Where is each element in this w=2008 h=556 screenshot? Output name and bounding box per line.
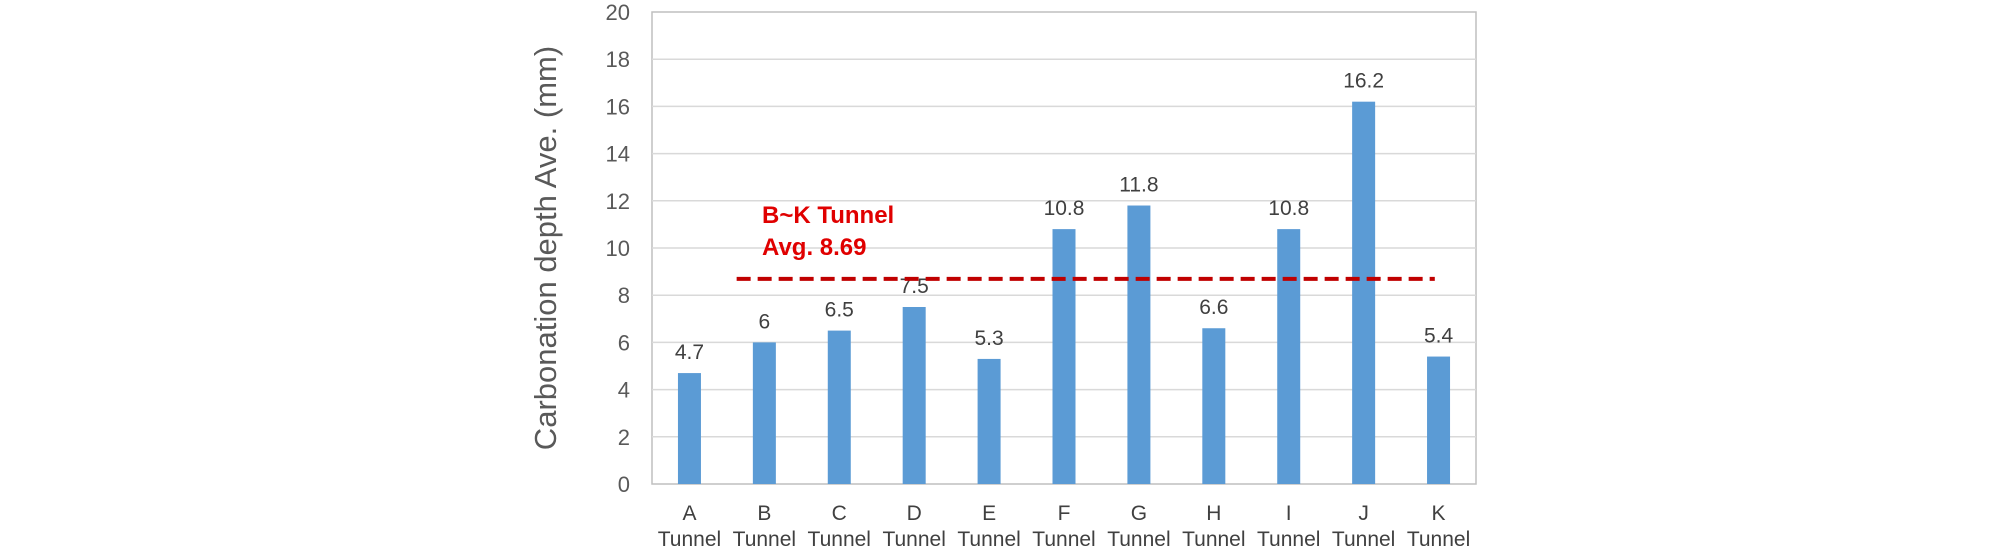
data-label: 6.6: [1199, 296, 1228, 319]
bar: [1052, 229, 1076, 484]
data-label: 6.5: [825, 299, 854, 322]
y-tick-label: 4: [618, 378, 630, 403]
x-tick-label: Tunnel: [733, 528, 796, 551]
y-tick-label: 18: [606, 47, 630, 72]
x-tick-label: D: [907, 502, 922, 525]
gridlines: [652, 58, 1476, 438]
y-tick-label: 14: [606, 142, 630, 167]
average-label: B~K Tunnel Avg. 8.69: [762, 202, 894, 261]
bars: [677, 101, 1451, 485]
x-axis-labels: A Tunnel B Tunnel C Tunnel D Tunnel E Tunnel F Tunn…: [658, 502, 1471, 551]
y-tick-label: 8: [618, 283, 630, 308]
x-tick-label: F: [1058, 502, 1071, 525]
x-tick-label: Tunnel: [1257, 528, 1320, 551]
y-tick-label: 10: [606, 236, 630, 261]
data-label: 6: [759, 310, 771, 333]
data-label: 5.4: [1424, 325, 1454, 348]
y-tick-label: 12: [606, 189, 630, 214]
x-tick-label: B: [757, 502, 771, 525]
x-tick-label: Tunnel: [1107, 528, 1170, 551]
bar: [827, 330, 851, 484]
data-labels: 4.766.57.55.310.811.86.610.816.25.4: [675, 70, 1454, 364]
bar: [1127, 205, 1151, 484]
data-label: 10.8: [1268, 197, 1309, 220]
x-tick-label: I: [1286, 502, 1292, 525]
y-tick-label: 2: [618, 425, 630, 450]
data-label: 5.3: [974, 327, 1003, 350]
bar: [1277, 229, 1301, 484]
average-label-line: B~K Tunnel: [762, 202, 894, 229]
y-axis-ticks: 0 2 4 6 8 10 12 14 16 18 20: [606, 0, 630, 497]
y-tick-label: 20: [606, 0, 630, 25]
x-tick-label: H: [1206, 502, 1221, 525]
y-tick-label: 6: [618, 330, 630, 355]
x-tick-label: Tunnel: [1407, 528, 1470, 551]
bar: [1427, 356, 1451, 484]
x-tick-label: A: [682, 502, 696, 525]
average-label-line: Avg. 8.69: [762, 234, 867, 261]
x-tick-label: Tunnel: [658, 528, 721, 551]
bar: [1352, 101, 1376, 485]
x-tick-label: Tunnel: [957, 528, 1020, 551]
x-tick-label: Tunnel: [882, 528, 945, 551]
x-tick-label: E: [982, 502, 996, 525]
data-label: 10.8: [1044, 197, 1085, 220]
x-tick-label: Tunnel: [1032, 528, 1095, 551]
bar: [1202, 328, 1226, 484]
data-label: 16.2: [1343, 70, 1384, 93]
bar: [677, 373, 701, 484]
data-label: 11.8: [1119, 174, 1158, 197]
x-tick-label: Tunnel: [808, 528, 871, 551]
data-label: 4.7: [675, 341, 704, 364]
bar: [752, 342, 776, 484]
x-tick-label: C: [832, 502, 847, 525]
x-tick-label: Tunnel: [1332, 528, 1395, 551]
x-tick-label: G: [1131, 502, 1147, 525]
x-tick-label: K: [1432, 502, 1446, 525]
y-axis-title: Carbonation depth Ave. (mm): [528, 46, 563, 450]
y-tick-label: 0: [618, 472, 630, 497]
y-tick-label: 16: [606, 94, 630, 119]
bar: [902, 307, 926, 484]
x-tick-label: Tunnel: [1182, 528, 1245, 551]
x-tick-label: J: [1358, 502, 1369, 525]
bar: [977, 358, 1001, 484]
